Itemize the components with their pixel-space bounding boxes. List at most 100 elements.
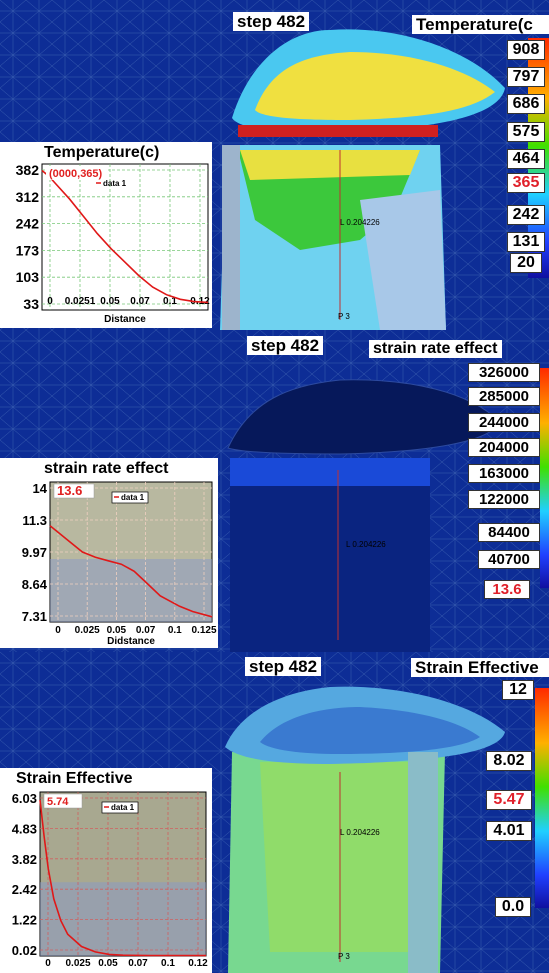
x-tick-label: 0 — [45, 958, 51, 969]
chart-title: Temperature(c) — [44, 144, 160, 161]
temperature-panel: step 482 Temperature(c 908 797 686 575 4… — [0, 0, 549, 330]
y-tick-label: 9.97 — [22, 545, 47, 560]
colorbar-label: 8.02 — [486, 751, 532, 771]
marker-label-box — [53, 483, 95, 499]
colorbar-label: 908 — [507, 40, 545, 60]
colorbar-label: 84400 — [478, 523, 540, 542]
colorbar-label: 163000 — [468, 464, 540, 483]
y-tick-label: 6.03 — [12, 791, 37, 806]
chart-title: strain rate effect — [44, 460, 169, 477]
plot-shading — [50, 559, 212, 622]
marker-label-box — [46, 166, 108, 180]
colorbar-label-highlight: 13.6 — [484, 580, 530, 599]
colorbar-label: 4.01 — [486, 821, 532, 841]
colorbar-label: 244000 — [468, 413, 540, 432]
marker-label-box — [43, 793, 83, 809]
step-label: step 482 — [245, 657, 322, 676]
y-tick-label: 242 — [16, 216, 40, 232]
y-tick-label: 2.42 — [12, 882, 37, 897]
x-tick-label: 0 — [47, 296, 53, 307]
y-tick-label: 4.83 — [12, 821, 37, 836]
colorbar-label: 204000 — [468, 438, 540, 457]
plot-area — [41, 163, 209, 311]
y-tick-label: 0.02 — [12, 943, 37, 958]
colorbar-label: 797 — [507, 67, 545, 87]
colorbar-label: 20 — [510, 253, 542, 273]
marker-label: (0000,365) — [49, 168, 103, 180]
legend-entry: data 1 — [111, 803, 135, 812]
x-axis-label: Distance — [104, 314, 146, 325]
colorbar-label-highlight: 5.47 — [486, 790, 532, 810]
x-tick-label: 0.05 — [100, 296, 120, 307]
y-tick-label: 7.31 — [22, 609, 47, 624]
y-tick-label: 33 — [23, 296, 39, 312]
series-line-data-1 — [49, 525, 213, 618]
x-tick-label: 0.05 — [107, 625, 127, 636]
legend-entry: data 1 — [121, 493, 145, 502]
strain-rate-line-chart: 14 11.3 9.97 8.64 7.31 0 0.025 0.05 0.07 0.1 0.125… — [22, 481, 217, 647]
colorbar-title: Strain Effective — [411, 658, 549, 677]
probe-label: L 0.204226 — [346, 540, 386, 549]
y-tick-label: 1.22 — [12, 913, 37, 928]
colorbar-label: 0.0 — [495, 897, 531, 917]
temperature-inset-chart: Temperature(c) 382 312 242 173 103 33 0 0.0251 0… — [0, 142, 212, 328]
legend-box — [111, 491, 149, 504]
series-line-data-1 — [41, 169, 209, 304]
y-tick-label: 173 — [16, 242, 40, 258]
x-tick-label: 0.05 — [98, 958, 118, 969]
colorbar-label: 686 — [507, 94, 545, 114]
plot-shading — [40, 882, 206, 956]
point-label: P 3 — [338, 312, 350, 321]
x-tick-label: 0.07 — [130, 296, 150, 307]
step-label: step 482 — [247, 336, 324, 355]
y-tick-label: 312 — [16, 189, 40, 205]
colorbar-label: 40700 — [478, 550, 540, 569]
x-tick-label: 0.07 — [136, 625, 156, 636]
strain-rate-panel: step 482 strain rate effect 326000 28500… — [0, 330, 549, 652]
colorbar-title: strain rate effect — [369, 340, 502, 358]
x-tick-label: 0.0251 — [65, 296, 96, 307]
x-axis-label: Didstance — [107, 636, 155, 647]
series-line-data-1 — [39, 799, 206, 957]
colorbar-label: 122000 — [468, 490, 540, 509]
x-tick-label: 0.125 — [191, 625, 216, 636]
colorbar-label: 131 — [507, 232, 545, 252]
colorbar-label: 12 — [502, 680, 534, 700]
point-label: P 3 — [338, 952, 350, 961]
x-tick-label: 0.12 — [188, 958, 208, 969]
probe-label: L 0.204226 — [340, 828, 380, 837]
y-tick-label: 14 — [33, 481, 48, 496]
colorbar-label-highlight: 365 — [507, 173, 545, 193]
colorbar-title: Temperature(c — [412, 15, 549, 34]
strain-effective-panel: step 482 Strain Effective 12 8.02 5.47 4… — [0, 652, 549, 973]
y-tick-label: 103 — [16, 269, 40, 285]
probe-label: L 0.204226 — [340, 218, 380, 227]
strain-effective-line-chart: 6.03 4.83 3.82 2.42 1.22 0.02 0 0.025 0.05 0.07 0.… — [12, 791, 208, 969]
y-tick-label: 3.82 — [12, 852, 37, 867]
x-tick-label: 0.1 — [163, 296, 177, 307]
y-tick-label: 382 — [16, 162, 40, 178]
marker-label: 5.74 — [47, 796, 69, 808]
legend-box — [101, 801, 139, 814]
legend-entry: data 1 — [103, 179, 127, 188]
x-tick-label: 0.025 — [65, 958, 90, 969]
x-tick-label: 0.1 — [161, 958, 175, 969]
y-tick-label: 11.3 — [22, 513, 47, 528]
step-label: step 482 — [233, 12, 310, 31]
x-tick-label: 0.1 — [168, 625, 182, 636]
strain-effective-inset-chart: Strain Effective 6.03 4.83 3.82 2.42 1.22 0.0… — [0, 768, 212, 973]
chart-title: Strain Effective — [16, 770, 133, 787]
strain-rate-inset-chart: strain rate effect 14 11.3 9.97 8.64 7.31 0 0.… — [0, 458, 218, 648]
x-tick-label: 0 — [55, 625, 61, 636]
colorbar-label: 575 — [507, 122, 545, 142]
marker-label: 13.6 — [57, 483, 82, 498]
colorbar-label: 285000 — [468, 387, 540, 406]
simulation-view — [0, 0, 549, 330]
y-tick-label: 8.64 — [22, 577, 48, 592]
x-tick-label: 0.025 — [75, 625, 100, 636]
colorbar-label: 242 — [507, 205, 545, 225]
x-tick-label: 0.07 — [128, 958, 148, 969]
colorbar-label: 464 — [507, 149, 545, 169]
colorbar-label: 326000 — [468, 363, 540, 382]
